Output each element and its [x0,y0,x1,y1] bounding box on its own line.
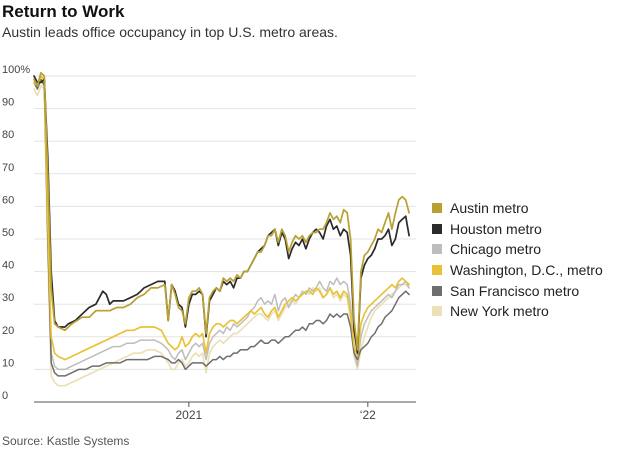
legend-swatch [432,265,442,276]
series-line-san-francisco-metro [33,78,410,377]
legend-swatch [432,285,442,296]
y-tick-label: 40 [2,260,14,272]
y-tick-label: 70 [2,162,14,174]
legend-item: New York metro [432,301,603,322]
legend-item: Houston metro [432,219,603,240]
legend-label: Washington, D.C., metro [450,262,603,279]
y-tick-label: 0 [2,390,8,402]
legend-label: Chicago metro [450,241,542,258]
x-tick-label: 2021 [176,408,203,422]
y-tick-label: 80 [2,129,14,141]
y-tick-label: 10 [2,357,14,369]
series-line-chicago-metro [33,78,410,371]
legend-label: Austin metro [450,200,529,217]
y-tick-label: 100% [2,64,30,76]
y-tick-label: 20 [2,325,14,337]
legend-label: New York metro [450,303,549,320]
y-tick-label: 90 [2,97,14,109]
chart-title: Return to Work [2,2,125,21]
y-tick-label: 30 [2,292,14,304]
legend-item: Austin metro [432,198,603,219]
series-line-new-york-metro [33,84,410,387]
legend-swatch [432,306,442,317]
legend-item: Chicago metro [432,239,603,260]
x-tick-label: ‘22 [360,408,376,422]
legend-label: San Francisco metro [450,282,580,299]
y-tick-label: 50 [2,227,14,239]
legend-label: Houston metro [450,220,542,237]
legend: Austin metro Houston metro Chicago metro Wa… [432,198,603,322]
legend-swatch [432,203,442,214]
y-tick-label: 60 [2,194,14,206]
series-line-austin-metro [33,71,410,351]
legend-item: San Francisco metro [432,280,603,301]
source-note: Source: Kastle Systems [2,434,130,448]
series-line-houston-metro [33,75,410,354]
series-line-washington-d-c-metro [33,75,410,361]
chart-subtitle: Austin leads office occupancy in top U.S… [2,24,338,40]
legend-swatch [432,244,442,255]
legend-swatch [432,223,442,234]
legend-item: Washington, D.C., metro [432,260,603,281]
